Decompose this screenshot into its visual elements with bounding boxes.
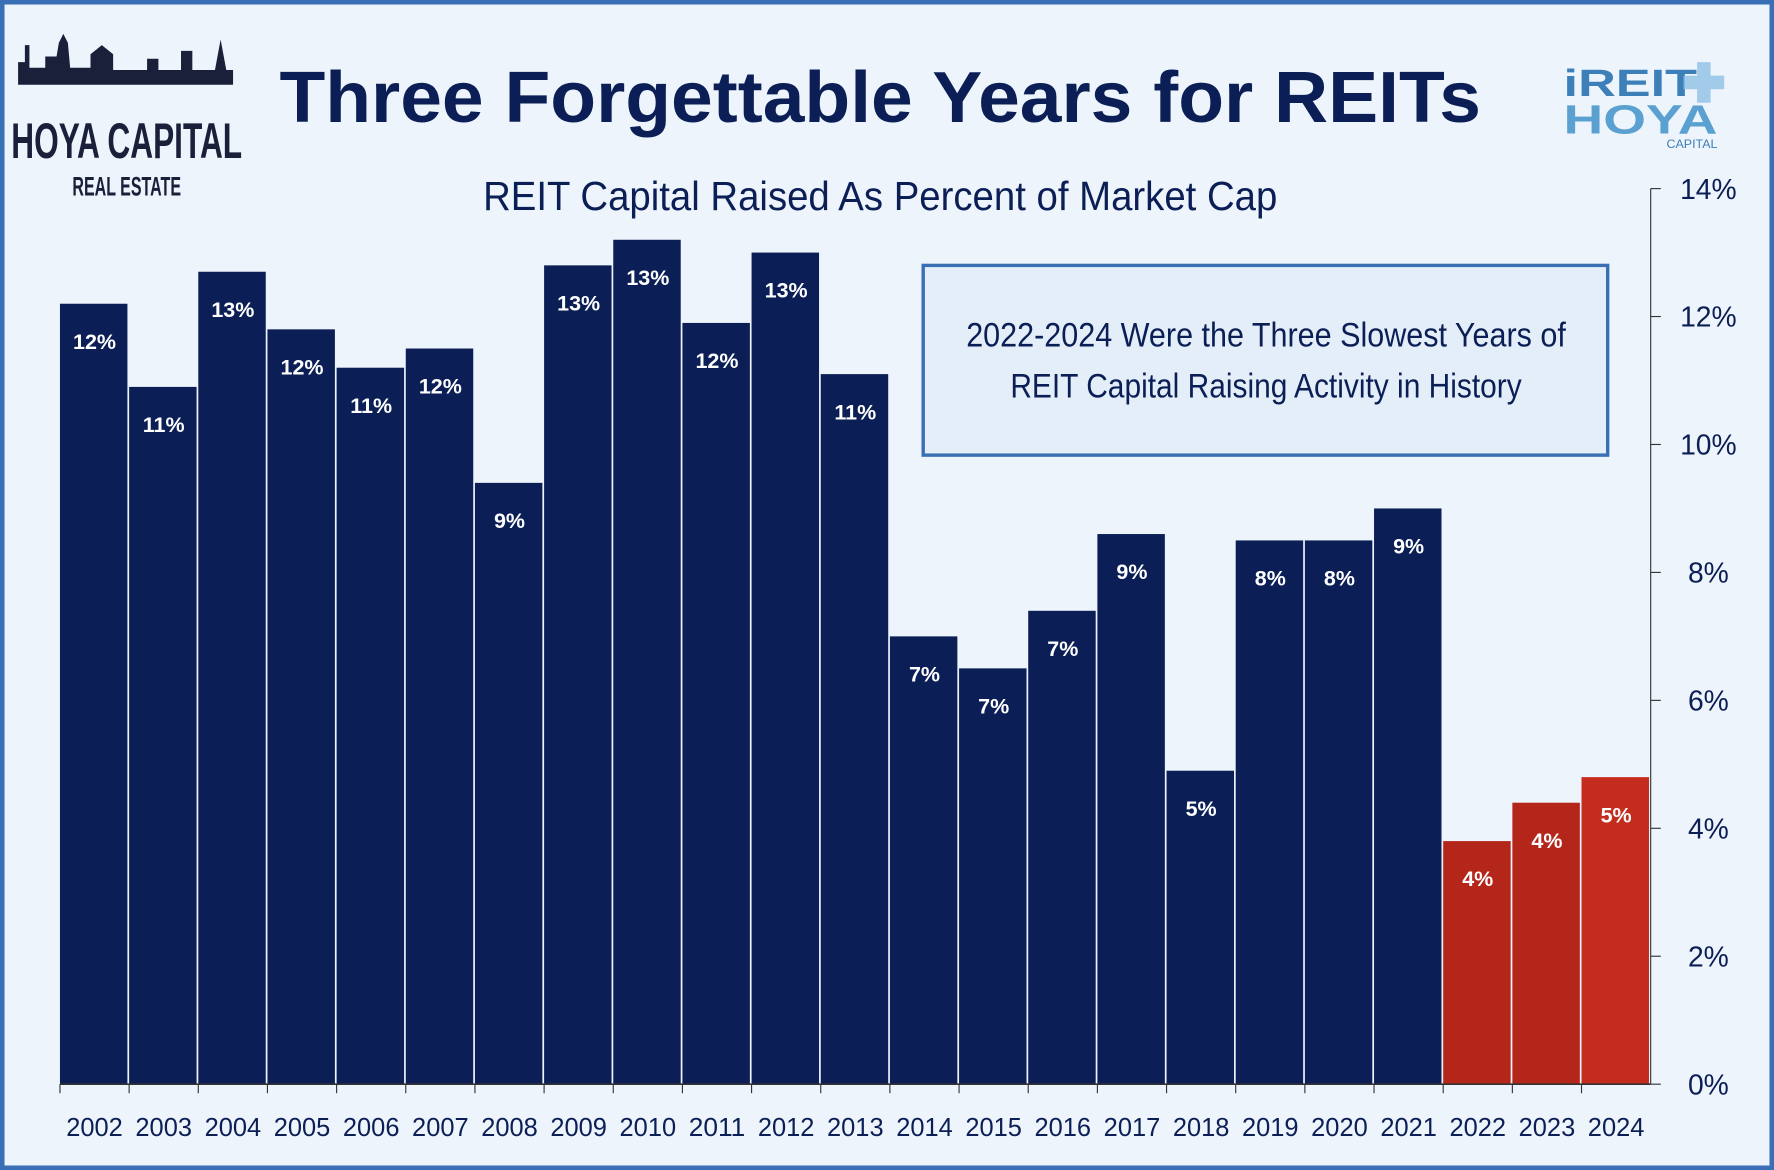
skyline-icon: [18, 33, 234, 85]
bar-2020: [1304, 540, 1373, 1085]
data-label-2006: 11%: [350, 394, 392, 418]
bar-2021: [1374, 508, 1442, 1085]
bar-2013: [820, 374, 889, 1085]
logo-line1: HOYA CAPITAL: [11, 113, 242, 169]
bar-2012: [751, 252, 820, 1085]
data-label-2021: 9%: [1393, 535, 1424, 559]
data-label-2008: 9%: [494, 509, 525, 533]
data-label-2010: 13%: [626, 266, 669, 290]
data-label-2020: 8%: [1324, 567, 1355, 591]
data-label-2019: 8%: [1255, 567, 1286, 591]
x-tick-label-2006: 2006: [343, 1112, 400, 1142]
data-labels: 12% 11% 13% 12% 11% 12% 9% 13% 13% 12% 13% 11% 7% 7% 7…: [73, 266, 1632, 891]
chart-title: Three Forgettable Years for REITs: [279, 58, 1481, 138]
x-tick-label-2020: 2020: [1311, 1112, 1368, 1142]
x-tick-label-2010: 2010: [620, 1112, 677, 1142]
data-label-2022: 4%: [1462, 867, 1493, 891]
data-label-2014: 7%: [909, 663, 940, 687]
bar-2010: [613, 239, 681, 1085]
bars: [59, 239, 1649, 1085]
annotation-box: 2022-2024 Were the Three Slowest Years o…: [921, 263, 1610, 457]
bar-2002: [59, 303, 128, 1085]
x-axis: 2002 2003 2004 2005 2006 2007 2008 2009 2010 2011…: [59, 1083, 1651, 1142]
y-tick-label: 12%: [1680, 301, 1737, 333]
x-tick-label-2023: 2023: [1519, 1112, 1576, 1142]
data-label-2017: 9%: [1116, 560, 1147, 584]
annotation-line1: 2022-2024 Were the Three Slowest Years o…: [966, 317, 1566, 355]
x-tick-label-2002: 2002: [66, 1112, 123, 1142]
data-label-2024: 5%: [1601, 803, 1632, 827]
x-tick-label-2008: 2008: [481, 1112, 538, 1142]
annotation-line2: REIT Capital Raising Activity in History: [1010, 368, 1521, 406]
x-tick-label-2016: 2016: [1035, 1112, 1092, 1142]
x-tick-label-2022: 2022: [1449, 1112, 1506, 1142]
y-tick-label: 4%: [1688, 812, 1729, 844]
x-tick-label-2011: 2011: [689, 1112, 746, 1142]
x-tick-label-2024: 2024: [1588, 1112, 1645, 1142]
y-tick-label: 8%: [1688, 557, 1729, 589]
bar-2016: [1028, 610, 1096, 1085]
x-tick-label-2003: 2003: [135, 1112, 192, 1142]
x-tick-label-2004: 2004: [205, 1112, 262, 1142]
logo-hoya: HOYA: [1564, 96, 1718, 142]
logo-capital: CAPITAL: [1667, 137, 1718, 151]
chart-subtitle: REIT Capital Raised As Percent of Market…: [483, 173, 1277, 219]
bar-2005: [267, 329, 335, 1085]
y-tick-label: 14%: [1680, 173, 1737, 205]
data-label-2004: 13%: [211, 298, 254, 322]
bar-2015: [959, 668, 1027, 1085]
data-label-2016: 7%: [1047, 637, 1078, 661]
bar-2022: [1443, 841, 1511, 1085]
x-tick-label-2005: 2005: [274, 1112, 331, 1142]
data-label-2002: 12%: [73, 330, 116, 354]
y-tick-label: 10%: [1680, 429, 1737, 461]
data-label-2003: 11%: [143, 413, 185, 437]
bar-2024: [1581, 777, 1649, 1085]
x-tick-label-2014: 2014: [896, 1112, 953, 1142]
data-label-2013: 11%: [834, 400, 876, 424]
bar-2007: [405, 348, 474, 1085]
bar-2008: [474, 482, 543, 1085]
logo-line2: REAL ESTATE: [72, 170, 181, 201]
bar-2004: [198, 271, 266, 1085]
bar-2019: [1235, 540, 1304, 1085]
plus-icon: [1683, 62, 1725, 103]
y-tick-label: 0%: [1688, 1068, 1729, 1100]
data-label-2005: 12%: [281, 356, 324, 380]
x-tick-label-2009: 2009: [550, 1112, 607, 1142]
logo-ireit-hoya: iREIT HOYA CAPITAL: [1564, 62, 1725, 151]
logo-hoya-capital: HOYA CAPITAL REAL ESTATE: [11, 33, 242, 201]
x-tick-label-2018: 2018: [1173, 1112, 1230, 1142]
x-tick-label-2015: 2015: [965, 1112, 1022, 1142]
bar-2011: [682, 322, 750, 1085]
y-tick-label: 6%: [1688, 685, 1729, 717]
x-tick-label-2021: 2021: [1380, 1112, 1437, 1142]
x-tick-label-2013: 2013: [827, 1112, 884, 1142]
bar-2017: [1097, 534, 1165, 1085]
x-tick-label-2007: 2007: [412, 1112, 469, 1142]
bar-2003: [129, 386, 197, 1085]
data-label-2007: 12%: [419, 375, 462, 399]
data-label-2012: 13%: [765, 279, 808, 303]
data-label-2015: 7%: [978, 695, 1009, 719]
bar-2014: [889, 636, 958, 1085]
bar-2023: [1512, 802, 1580, 1085]
y-axis: 0% 2% 4% 6% 8% 10% 12% 14%: [1650, 173, 1737, 1100]
data-label-2018: 5%: [1186, 797, 1217, 821]
logo-ireit: iREIT: [1564, 62, 1698, 105]
data-label-2023: 4%: [1531, 829, 1562, 853]
bar-2006: [336, 367, 405, 1085]
x-tick-label-2017: 2017: [1104, 1112, 1161, 1142]
data-label-2011: 12%: [695, 349, 738, 373]
x-tick-label-2012: 2012: [758, 1112, 815, 1142]
data-label-2009: 13%: [557, 292, 600, 316]
x-tick-label-2019: 2019: [1242, 1112, 1299, 1142]
y-tick-label: 2%: [1688, 940, 1729, 972]
bar-2009: [544, 265, 612, 1085]
bar-2018: [1166, 770, 1235, 1085]
